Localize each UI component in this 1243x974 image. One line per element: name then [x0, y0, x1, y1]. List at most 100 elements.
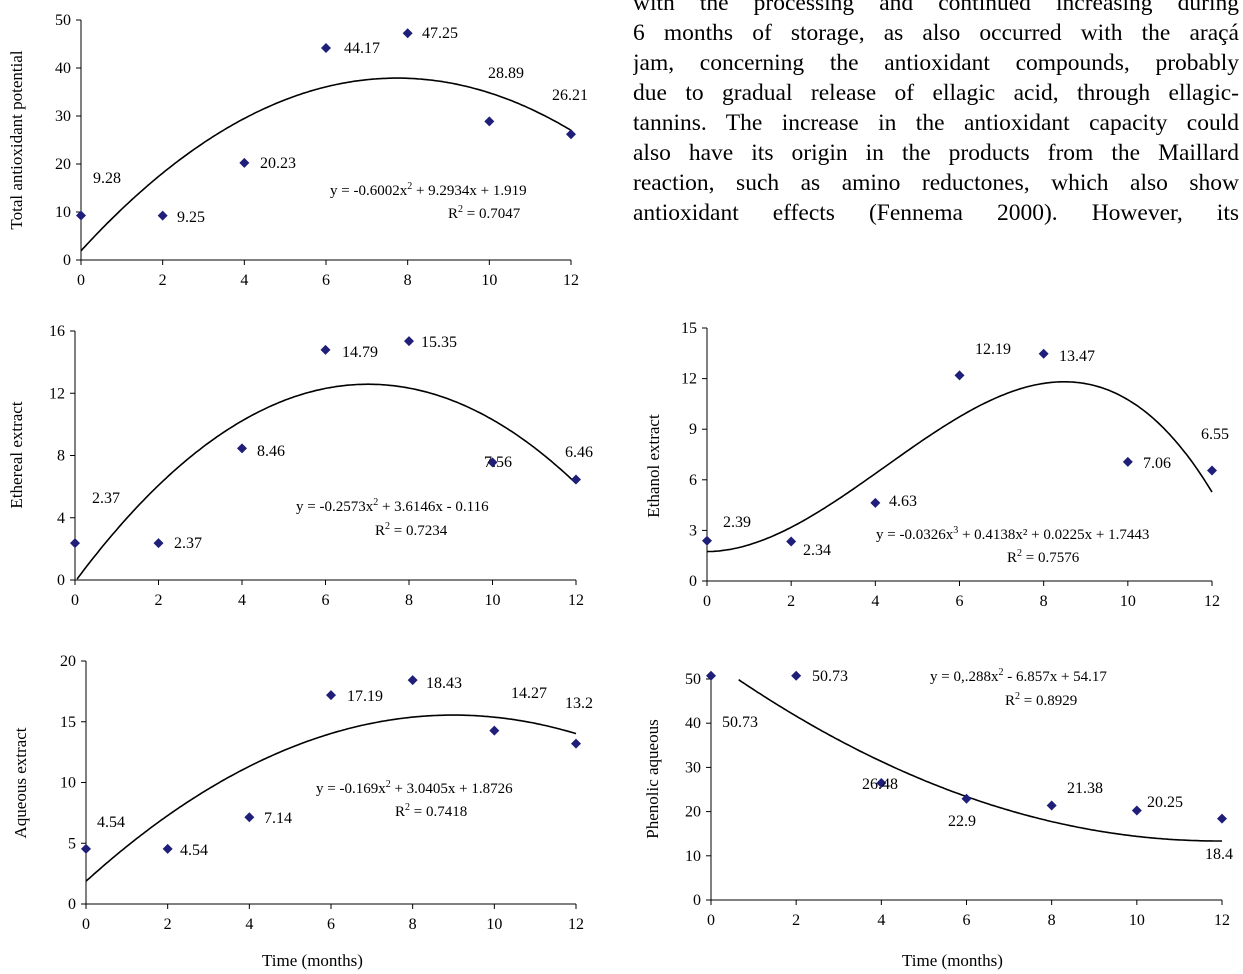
- data-point: [791, 670, 802, 681]
- x-tick-label: 0: [703, 593, 711, 610]
- body-line: antioxidant effects (Fennema 2000). Howe…: [633, 200, 1239, 226]
- data-point: [786, 536, 797, 547]
- y-tick-label: 20: [60, 653, 76, 670]
- y-tick-label: 3: [689, 522, 697, 539]
- data-label: 22.9: [948, 813, 976, 830]
- body-line: tannins. The increase in the antioxidant…: [633, 110, 1239, 136]
- x-tick-label: 2: [155, 592, 163, 609]
- data-label: 2.34: [803, 542, 831, 559]
- y-tick-label: 30: [55, 108, 71, 125]
- data-point: [484, 116, 495, 127]
- r-squared-label: R2 = 0.8929: [1005, 691, 1077, 709]
- data-point: [487, 457, 498, 468]
- y-tick-label: 15: [60, 714, 76, 731]
- equation-exponent: 2: [386, 779, 391, 790]
- x-tick-label: 12: [568, 592, 584, 609]
- chart-panel: 0 2 4 6 8 10 12 0 10 20 30 40 50 Phenolic aqueous 50.7…: [643, 667, 1233, 929]
- y-tick-label: 16: [49, 323, 65, 340]
- data-point: [326, 690, 336, 701]
- data-label: 12.19: [975, 341, 1011, 358]
- data-point: [566, 129, 576, 140]
- x-axis-title-right: Time (months): [902, 951, 1003, 970]
- y-tick-label: 6: [689, 472, 697, 489]
- data-point: [239, 157, 250, 168]
- x-axis-title-left: Time (months): [262, 951, 363, 970]
- x-tick-label: 4: [238, 592, 246, 609]
- body-line: jam, concerning the antioxidant compound…: [633, 50, 1239, 76]
- data-label: 7.14: [264, 810, 292, 827]
- data-label: 13.2: [565, 695, 593, 712]
- equation-prefix: y = -0.6002x: [330, 183, 408, 199]
- y-tick-label: 40: [685, 715, 701, 732]
- x-tick-label: 10: [1129, 912, 1145, 929]
- data-label: 4.54: [180, 842, 208, 859]
- r-squared-value: = 0.7418: [410, 804, 467, 820]
- equation-prefix: y = -0.2573x: [296, 499, 374, 515]
- trend-line: [85, 714, 577, 882]
- r-squared-exponent: 2: [1017, 548, 1022, 559]
- y-tick-label: 40: [55, 60, 71, 77]
- x-tick-label: 10: [486, 916, 502, 933]
- data-label: 2.37: [92, 490, 120, 507]
- chart-panel: 0 2 4 6 8 10 12 0 3 6 9 12 15 Ethanol extract 2.39 2.34…: [644, 320, 1229, 610]
- data-point: [571, 738, 581, 749]
- data-label: 47.25: [422, 25, 458, 42]
- data-point: [1046, 800, 1057, 811]
- data-point: [1207, 465, 1217, 476]
- equation-label: y = -0.0326x3 + 0.4138x² + 0.0225x + 1.7…: [876, 525, 1149, 543]
- data-label: 14.27: [511, 685, 547, 702]
- data-point: [571, 474, 581, 485]
- r-squared-label: R2 = 0.7234: [375, 521, 448, 539]
- data-label: 13.47: [1059, 348, 1095, 365]
- x-tick-label: 8: [405, 592, 413, 609]
- trend-line: [706, 381, 1213, 553]
- x-tick-label: 8: [1040, 593, 1048, 610]
- data-point: [81, 843, 91, 854]
- data-label: 26.21: [552, 87, 588, 104]
- body-line: also have its origin in the products fro…: [633, 140, 1239, 166]
- y-tick-label: 4: [57, 510, 65, 527]
- y-tick-label: 10: [60, 775, 76, 792]
- r-squared-exponent: 2: [385, 521, 390, 532]
- data-label: 50.73: [812, 668, 848, 685]
- data-label: 9.28: [93, 170, 121, 187]
- r-squared-label: R2 = 0.7047: [448, 204, 521, 222]
- data-point: [1131, 805, 1142, 816]
- x-tick-label: 2: [164, 916, 172, 933]
- x-tick-label: 4: [871, 593, 879, 610]
- x-tick-label: 6: [322, 272, 330, 289]
- data-point: [1217, 813, 1227, 824]
- x-tick-label: 2: [787, 593, 795, 610]
- data-point: [320, 344, 331, 355]
- data-point: [407, 675, 418, 686]
- data-point: [706, 670, 716, 681]
- y-axis-title: Aqueous extract: [11, 727, 30, 838]
- equation-suffix: + 9.2934x + 1.919: [412, 183, 526, 199]
- data-label: 2.39: [723, 514, 751, 531]
- y-tick-label: 12: [49, 385, 65, 402]
- x-tick-label: 12: [563, 272, 579, 289]
- data-label: 15.35: [421, 334, 457, 351]
- x-tick-label: 0: [71, 592, 79, 609]
- equation-prefix: y = 0,.288x: [930, 669, 999, 685]
- x-tick-label: 2: [159, 272, 167, 289]
- y-tick-label: 50: [55, 12, 71, 29]
- data-point: [1122, 456, 1133, 467]
- equation-exponent: 2: [407, 181, 412, 192]
- y-tick-label: 20: [685, 804, 701, 821]
- y-tick-label: 15: [681, 320, 697, 337]
- equation-label: y = 0,.288x2 - 6.857x + 54.17: [930, 667, 1107, 685]
- equation-suffix: + 3.6146x - 0.116: [378, 499, 489, 515]
- equation-exponent: 2: [998, 667, 1003, 678]
- trend-line: [738, 679, 1222, 842]
- data-point: [157, 210, 168, 221]
- data-point: [244, 812, 255, 823]
- chart-panel: 0 2 4 6 8 10 12 0 10 20 30 40 50 Total antioxidant po…: [7, 12, 588, 289]
- r-squared-exponent: 2: [458, 204, 463, 215]
- data-point: [961, 793, 972, 804]
- y-axis-title: Phenolic aqueous: [643, 719, 662, 838]
- equation-suffix: - 6.857x + 54.17: [1003, 669, 1107, 685]
- data-label: 20.23: [260, 155, 296, 172]
- x-tick-label: 10: [481, 272, 497, 289]
